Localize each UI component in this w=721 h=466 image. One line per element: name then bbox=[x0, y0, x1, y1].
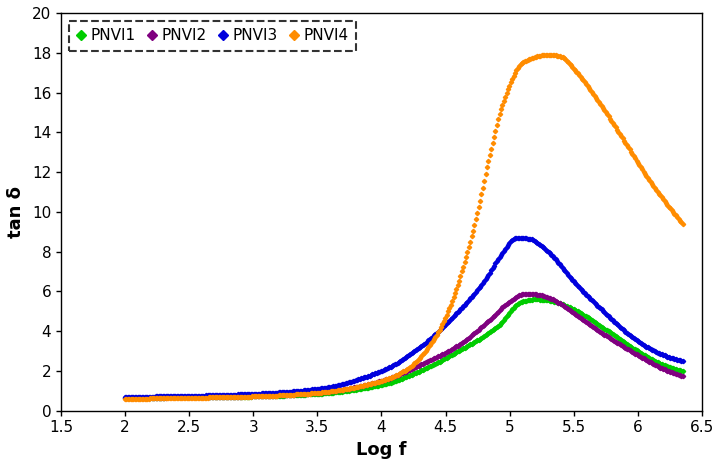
PNVI2 bbox=[120, 395, 129, 401]
PNVI1 bbox=[342, 388, 350, 394]
PNVI1 bbox=[472, 338, 480, 344]
Legend: PNVI1, PNVI2, PNVI3, PNVI4: PNVI1, PNVI2, PNVI3, PNVI4 bbox=[68, 21, 356, 51]
PNVI1 bbox=[188, 394, 197, 400]
PNVI3 bbox=[120, 394, 129, 400]
PNVI4 bbox=[472, 216, 480, 222]
PNVI2 bbox=[528, 292, 536, 297]
PNVI4 bbox=[523, 57, 532, 63]
PNVI3 bbox=[472, 289, 480, 295]
PNVI1 bbox=[526, 297, 535, 302]
PNVI3 bbox=[678, 358, 687, 364]
PNVI3 bbox=[188, 393, 197, 398]
PNVI2 bbox=[188, 394, 197, 400]
PNVI4 bbox=[302, 391, 311, 397]
PNVI4 bbox=[342, 386, 350, 392]
PNVI1 bbox=[531, 296, 540, 302]
PNVI3 bbox=[525, 236, 534, 241]
PNVI3 bbox=[528, 237, 536, 242]
Line: PNVI3: PNVI3 bbox=[123, 236, 684, 398]
PNVI2 bbox=[342, 386, 350, 392]
Line: PNVI1: PNVI1 bbox=[123, 298, 684, 399]
PNVI2 bbox=[472, 329, 480, 335]
PNVI1 bbox=[523, 297, 532, 303]
PNVI4 bbox=[188, 395, 197, 401]
PNVI2 bbox=[678, 373, 687, 379]
Y-axis label: tan δ: tan δ bbox=[7, 186, 25, 238]
PNVI1 bbox=[678, 368, 687, 374]
PNVI2 bbox=[525, 292, 534, 297]
PNVI4 bbox=[526, 56, 535, 62]
PNVI3 bbox=[342, 380, 350, 386]
PNVI4 bbox=[544, 52, 553, 57]
PNVI4 bbox=[678, 221, 687, 226]
Line: PNVI2: PNVI2 bbox=[123, 293, 684, 399]
PNVI4 bbox=[120, 396, 129, 402]
X-axis label: Log f: Log f bbox=[356, 441, 407, 459]
PNVI3 bbox=[302, 387, 311, 393]
PNVI3 bbox=[512, 235, 521, 240]
PNVI2 bbox=[519, 292, 528, 297]
Line: PNVI4: PNVI4 bbox=[123, 53, 684, 400]
PNVI1 bbox=[302, 392, 311, 397]
PNVI2 bbox=[302, 391, 311, 397]
PNVI1 bbox=[120, 395, 129, 401]
